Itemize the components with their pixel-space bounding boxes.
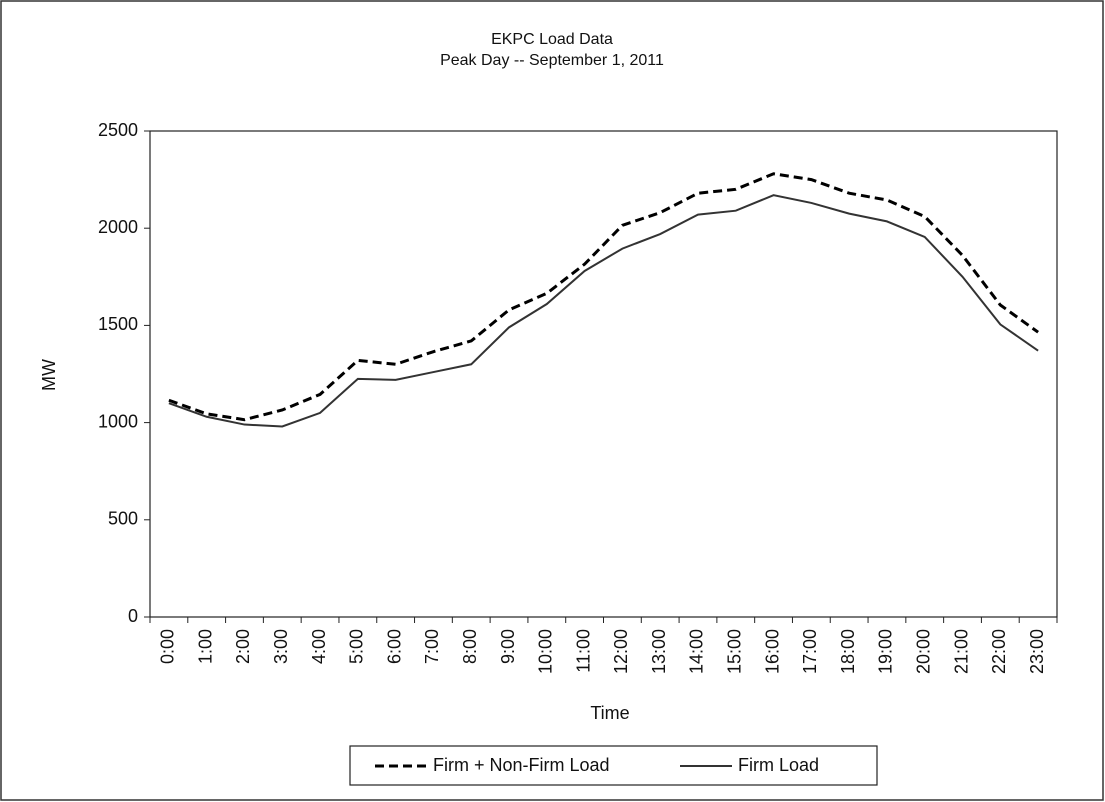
x-tick-label: 7:00 — [422, 629, 442, 664]
x-tick-label: 6:00 — [384, 629, 404, 664]
x-tick-label: 17:00 — [800, 629, 820, 674]
x-tick-label: 23:00 — [1027, 629, 1047, 674]
x-axis-label: Time — [590, 703, 629, 723]
y-tick-label: 2500 — [98, 120, 138, 140]
x-tick-label: 14:00 — [687, 629, 707, 674]
x-tick-label: 3:00 — [271, 629, 291, 664]
x-tick-label: 12:00 — [611, 629, 631, 674]
x-tick-label: 18:00 — [838, 629, 858, 674]
y-tick-label: 1500 — [98, 314, 138, 334]
chart-title: EKPC Load Data — [491, 31, 613, 48]
x-tick-label: 21:00 — [951, 629, 971, 674]
line-series — [168, 172, 1039, 422]
x-tick-label: 2:00 — [233, 629, 253, 664]
y-axis-label: MW — [39, 359, 59, 391]
y-tick-label: 500 — [108, 509, 138, 529]
chart-subtitle: Peak Day -- September 1, 2011 — [440, 52, 664, 69]
x-tick-label: 5:00 — [347, 629, 367, 664]
legend-label: Firm + Non-Firm Load — [433, 755, 610, 775]
x-tick-label: 11:00 — [573, 629, 593, 673]
x-tick-label: 8:00 — [460, 629, 480, 664]
x-tick-label: 15:00 — [725, 629, 745, 674]
x-tick-label: 10:00 — [536, 629, 556, 674]
x-tick-label: 19:00 — [876, 629, 896, 674]
line-series — [168, 194, 1039, 428]
x-tick-label: 0:00 — [158, 629, 178, 664]
x-tick-label: 4:00 — [309, 629, 329, 664]
x-tick-label: 1:00 — [195, 629, 215, 664]
y-tick-label: 2000 — [98, 217, 138, 237]
y-tick-label: 1000 — [98, 411, 138, 431]
x-tick-label: 16:00 — [762, 629, 782, 674]
x-tick-label: 20:00 — [913, 629, 933, 674]
y-tick-label: 0 — [128, 606, 138, 626]
legend-label: Firm Load — [738, 755, 819, 775]
x-tick-label: 9:00 — [498, 629, 518, 664]
x-tick-label: 13:00 — [649, 629, 669, 674]
x-tick-label: 22:00 — [989, 629, 1009, 674]
legend — [349, 745, 878, 786]
